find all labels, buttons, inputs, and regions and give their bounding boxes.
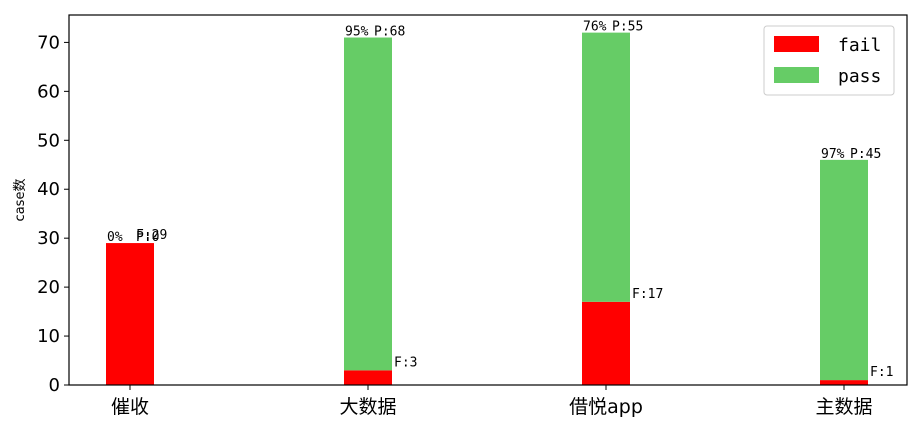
y-tick-label-2: 20 [37, 277, 60, 298]
legend-label-fail: fail [838, 35, 881, 56]
pass-label-2: P:55 [612, 20, 643, 35]
pass-label-3: P:45 [850, 147, 881, 162]
bar-fail-0 [106, 243, 154, 385]
y-tick-label-7: 70 [37, 32, 60, 53]
y-tick-label-6: 60 [37, 81, 60, 102]
percent-label-0: 0% [107, 230, 123, 245]
legend-swatch-fail [774, 36, 819, 52]
y-tick-label-1: 10 [37, 326, 60, 347]
y-axis-label: case数 [13, 179, 28, 222]
x-tick-label-1: 大数据 [339, 396, 396, 418]
fail-label-2: F:17 [632, 287, 663, 302]
fail-label-3: F:1 [870, 365, 893, 380]
legend-swatch-pass [774, 67, 819, 83]
bar-fail-2 [582, 301, 630, 385]
y-tick-label-3: 30 [37, 228, 60, 249]
y-tick-label-5: 50 [37, 130, 60, 151]
bar-fail-1 [344, 370, 392, 385]
x-tick-label-3: 主数据 [815, 396, 872, 418]
y-tick-label-4: 40 [37, 179, 60, 200]
fail-label-0: F:29 [136, 228, 167, 243]
percent-label-1: 95% [345, 25, 369, 40]
bar-pass-1 [344, 37, 392, 371]
pass-label-0: P:0 [136, 230, 159, 245]
bar-fail-3 [820, 380, 868, 385]
pass-label-1: P:68 [374, 25, 405, 40]
plot-frame [68, 14, 908, 386]
bar-pass-2 [582, 32, 630, 302]
fail-label-1: F:3 [394, 355, 417, 370]
legend-label-pass: pass [838, 66, 881, 87]
legend: fail pass [763, 25, 895, 96]
bar-pass-3 [820, 159, 868, 381]
percent-label-2: 76% [583, 20, 607, 35]
percent-label-3: 97% [821, 147, 845, 162]
x-tick-label-0: 催收 [111, 396, 149, 418]
y-tick-label-0: 0 [49, 375, 60, 396]
x-tick-label-2: 借悦app [569, 396, 643, 418]
